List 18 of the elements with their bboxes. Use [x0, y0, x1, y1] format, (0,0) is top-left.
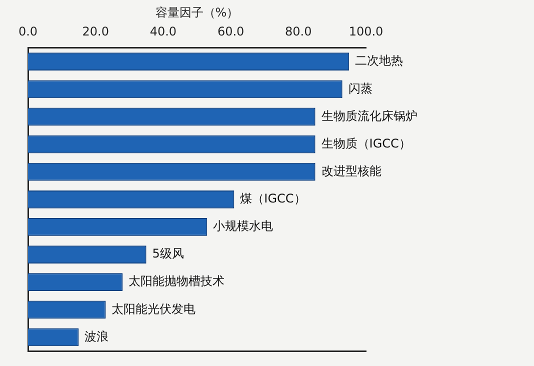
y-tick-label: 二次地热	[355, 54, 404, 68]
x-tick-label: 40.0	[150, 24, 177, 39]
y-tick-label: 煤（IGCC）	[240, 192, 306, 206]
x-axis-title: 容量因子（%）	[155, 5, 239, 20]
y-tick-label: 小规模水电	[213, 219, 274, 234]
x-tick-label: 80.0	[285, 24, 312, 39]
y-tick-label: 波浪	[84, 329, 109, 344]
y-tick-label: 改进型核能	[321, 164, 382, 178]
y-tick-label: 太阳能抛物槽技术	[128, 274, 225, 288]
y-tick-label: 5级风	[152, 246, 184, 261]
y-tick-label: 闪蒸	[348, 81, 372, 96]
y-tick-label: 太阳能光伏发电	[112, 302, 196, 316]
x-tick-label: 100.0	[348, 24, 384, 39]
x-tick-label: 60.0	[217, 24, 244, 39]
y-tick-label: 生物质（IGCC）	[321, 136, 411, 150]
x-tick-label: 20.0	[82, 24, 109, 39]
x-tick-label: 0.0	[18, 24, 38, 39]
y-tick-label: 生物质流化床锅炉	[321, 108, 418, 123]
